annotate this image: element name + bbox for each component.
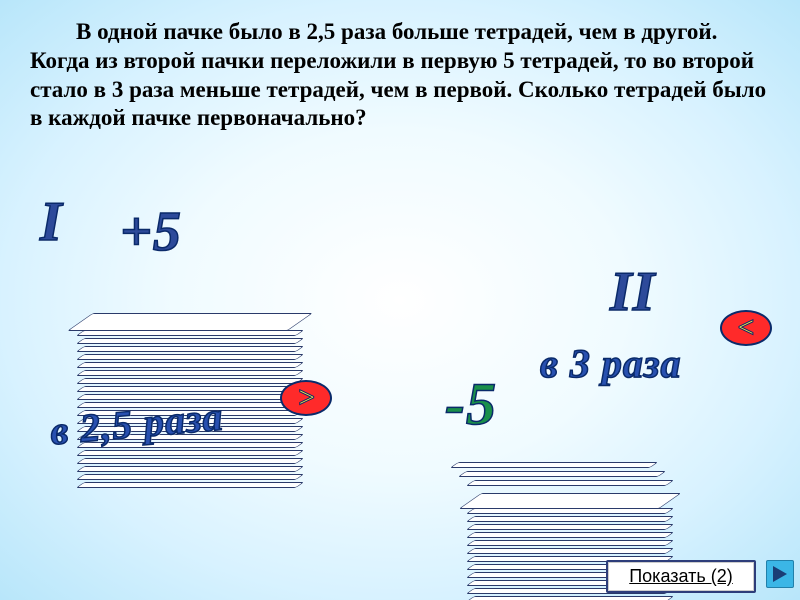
triangle-right-icon — [773, 566, 787, 582]
stack1-compare-badge: > — [280, 380, 332, 416]
lt-icon: < — [737, 313, 754, 343]
stack2-ratio-label: в 3 раза — [540, 340, 681, 387]
show-button[interactable]: Показать (2) — [606, 560, 756, 593]
stack2-delta-label: -5 — [445, 370, 497, 439]
next-nav-button[interactable] — [766, 560, 794, 588]
stack2-roman-label: II — [610, 260, 656, 324]
notebook-stack-1 — [80, 310, 380, 488]
gt-icon: > — [297, 383, 314, 413]
stack2-compare-badge: < — [720, 310, 772, 346]
stack1-delta-label: +5 — [120, 200, 182, 264]
stack1-roman-label: I — [40, 190, 63, 254]
problem-text: В одной пачке было в 2,5 раза больше тет… — [30, 18, 770, 133]
